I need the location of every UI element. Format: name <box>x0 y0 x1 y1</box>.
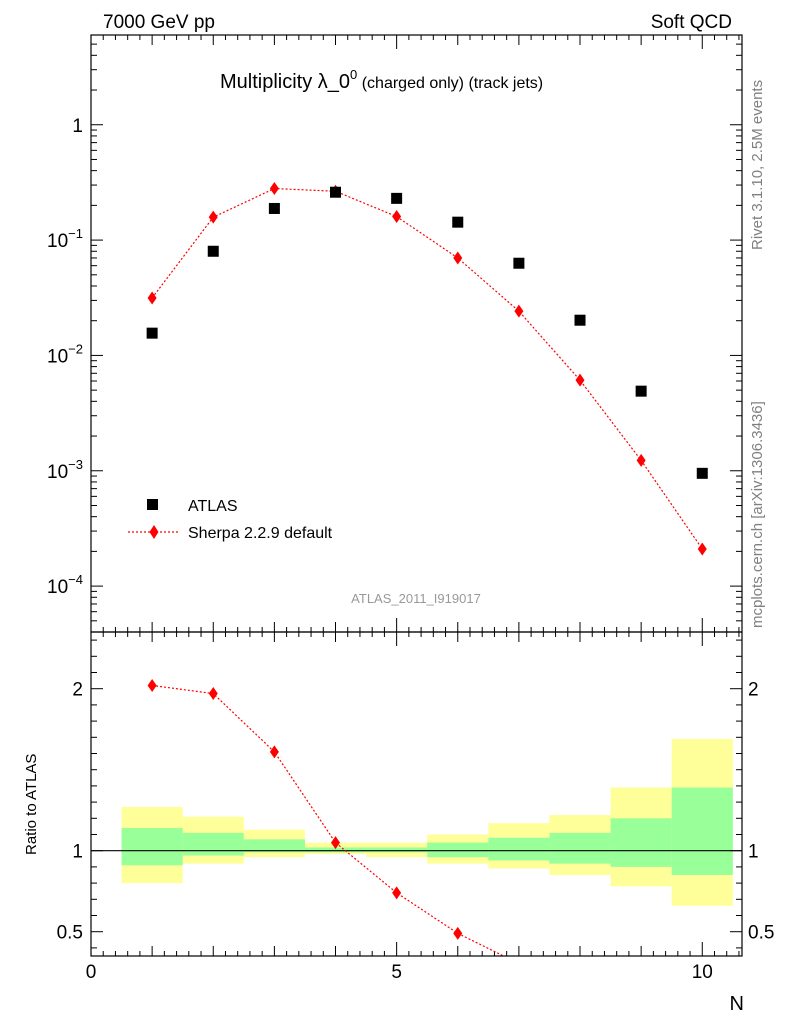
main-y-tick-label: 10−1 <box>47 226 83 252</box>
sherpa-point <box>269 182 279 196</box>
x-tick-label: 5 <box>391 962 402 983</box>
main-y-tick-label: 10−4 <box>47 572 83 598</box>
ratio-sherpa-point <box>208 687 218 701</box>
legend-atlas-marker <box>147 499 158 510</box>
ratio-band-inner <box>671 787 733 875</box>
ratio-band-inner <box>610 818 672 867</box>
atlas-point <box>207 245 219 257</box>
header-left: 7000 GeV pp <box>103 12 215 33</box>
legend-atlas-label: ATLAS <box>188 498 238 515</box>
ratio-sherpa-point <box>331 836 341 850</box>
sherpa-point <box>575 373 585 387</box>
atlas-point <box>635 385 647 397</box>
main-frame <box>90 34 743 633</box>
sherpa-line <box>151 187 703 550</box>
ratio-frame <box>90 631 743 957</box>
ratio-ylabel: Ratio to ATLAS <box>23 754 40 855</box>
atlas-point <box>696 467 708 479</box>
ratio-y-tick-label: 1 <box>72 842 83 863</box>
sherpa-point <box>697 542 707 556</box>
ratio-sherpa-point <box>453 926 463 940</box>
sherpa-point <box>636 453 646 467</box>
chart-title-suffix: (charged only) (track jets) <box>357 75 543 92</box>
ratio-panel: 2 21 10.5 0.50 5 10 <box>57 631 774 983</box>
sherpa-point <box>514 304 524 318</box>
header-right: Soft QCD <box>651 12 732 33</box>
ratio-band-inner <box>366 847 428 853</box>
chart-title-superscript: 0 <box>350 67 357 82</box>
ratio-band-inner <box>182 832 244 856</box>
ratio-band-inner <box>549 832 611 864</box>
atlas-point <box>391 192 403 204</box>
ratio-band-inner <box>304 847 367 853</box>
main-panel: 1 10−1 10−2 10−3 10−4 <box>47 34 743 633</box>
x-tick-label: 0 <box>86 962 97 983</box>
ratio-band-inner <box>121 828 183 866</box>
ratio-band-inner <box>488 837 550 861</box>
ratio-band-inner <box>243 839 305 853</box>
legend-sherpa-marker <box>149 525 159 539</box>
ratio-sherpa-point <box>147 678 157 692</box>
atlas-point <box>452 216 464 228</box>
x-axis-label: N <box>730 993 744 1015</box>
chart-title: Multiplicity λ_00 (charged only) (track … <box>220 67 543 93</box>
atlas-point <box>513 257 525 269</box>
side-text-bottom: mcplots.cern.ch [arXiv:1306.3436] <box>749 401 766 628</box>
ratio-y-tick-label: 0.5 <box>57 923 83 944</box>
x-tick-label: 10 <box>692 962 713 983</box>
ratio-sherpa-point <box>269 745 279 759</box>
ratio-y-tick-label-right: 2 <box>748 680 759 701</box>
atlas-point <box>574 314 586 326</box>
atlas-point <box>146 327 158 339</box>
ratio-sherpa-point <box>392 886 402 900</box>
main-y-tick-label: 1 <box>72 116 83 137</box>
atlas-point <box>330 186 342 198</box>
ratio-y-tick-label-right: 1 <box>748 842 759 863</box>
side-text-top: Rivet 3.1.10, 2.5M events <box>749 80 766 250</box>
sherpa-point <box>147 291 157 305</box>
atlas-point <box>268 202 280 214</box>
sherpa-point <box>392 210 402 224</box>
main-y-tick-label: 10−2 <box>47 341 83 367</box>
sherpa-point <box>453 251 463 265</box>
ratio-y-tick-label-right: 0.5 <box>748 923 774 944</box>
ratio-band-inner <box>427 842 489 858</box>
legend: ATLAS Sherpa 2.2.9 default <box>128 498 333 542</box>
analysis-watermark: ATLAS_2011_I919017 <box>351 591 481 606</box>
main-y-tick-label: 10−3 <box>47 457 83 483</box>
sherpa-point <box>208 210 218 224</box>
chart-title-main: Multiplicity λ_0 <box>220 71 350 93</box>
ratio-y-tick-label: 2 <box>72 680 83 701</box>
legend-sherpa-label: Sherpa 2.2.9 default <box>188 525 333 542</box>
